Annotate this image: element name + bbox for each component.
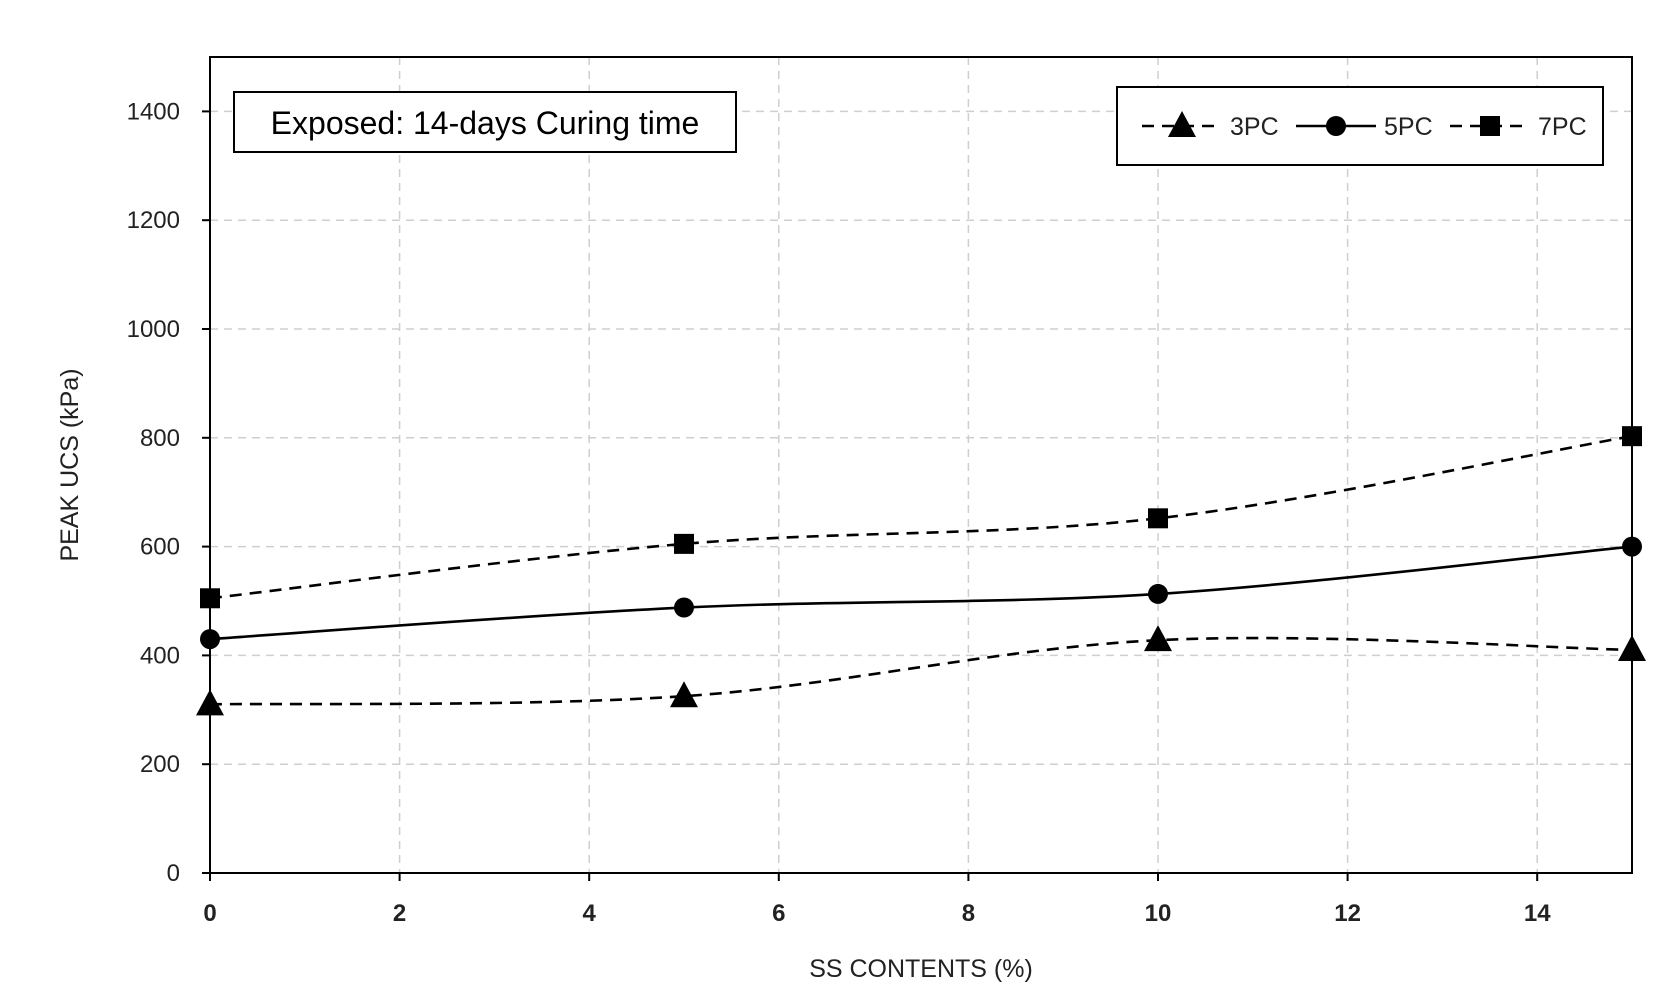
y-tick-label: 400: [140, 642, 180, 669]
y-tick-label: 1400: [127, 98, 180, 125]
data-point-5PC: [1148, 583, 1168, 604]
x-tick-label: 8: [962, 900, 975, 927]
data-point-7PC: [200, 588, 220, 609]
x-tick-label: 6: [772, 900, 785, 927]
x-axis-label: SS CONTENTS (%): [809, 955, 1033, 983]
series-line-7PC: [209, 434, 1633, 600]
legend: 3PC 5PC 7PC: [1116, 86, 1604, 166]
y-axis-label: PEAK UCS (kPa): [56, 368, 84, 561]
legend-label-5PC: 5PC: [1384, 113, 1433, 141]
legend-marker-7PC: [1480, 116, 1500, 136]
y-tick-label: 1000: [127, 316, 180, 343]
x-tick-label: 12: [1334, 900, 1361, 927]
y-tick-label: 0: [167, 860, 180, 887]
series-line-5PC: [209, 545, 1633, 641]
y-axis-ticks: 0 200 400 600 800 1000 1200 1400: [127, 98, 210, 887]
y-tick-label: 1200: [127, 207, 180, 234]
x-tick-label: 10: [1145, 900, 1172, 927]
data-point-3PC: [196, 689, 224, 716]
grid-lines: [210, 57, 1632, 873]
annotation-text: Exposed: 14-days Curing time: [271, 105, 700, 141]
data-point-7PC: [1622, 426, 1642, 447]
x-tick-label: 2: [393, 900, 406, 927]
x-tick-label: 4: [583, 900, 597, 927]
curing-annotation: Exposed: 14-days Curing time: [233, 91, 737, 153]
y-tick-label: 600: [140, 534, 180, 561]
legend-marker-5PC: [1326, 116, 1346, 136]
series-3PC: [196, 625, 1646, 716]
data-point-3PC: [670, 681, 698, 708]
legend-label-3PC: 3PC: [1230, 113, 1279, 141]
series-7PC: [200, 426, 1642, 609]
y-tick-label: 800: [140, 425, 180, 452]
data-point-3PC: [1618, 634, 1646, 661]
x-axis-ticks: 0 2 4 6 8 10 12 14: [203, 873, 1551, 927]
annotation-box: [233, 91, 737, 153]
plot-area-frame: [209, 56, 1633, 874]
series-line-3PC: [209, 636, 1633, 706]
data-point-5PC: [200, 629, 220, 650]
legend-label-7PC: 7PC: [1538, 113, 1587, 141]
legend-marker-3PC: [1168, 111, 1196, 137]
data-point-5PC: [674, 597, 694, 618]
series-5PC: [200, 536, 1642, 650]
data-point-7PC: [1148, 508, 1168, 529]
data-point-7PC: [674, 533, 694, 554]
y-tick-label: 200: [140, 751, 180, 778]
data-series: [196, 426, 1646, 716]
x-tick-label: 14: [1524, 900, 1551, 927]
data-point-5PC: [1622, 536, 1642, 557]
data-point-3PC: [1144, 625, 1172, 652]
x-tick-label: 0: [203, 900, 216, 927]
